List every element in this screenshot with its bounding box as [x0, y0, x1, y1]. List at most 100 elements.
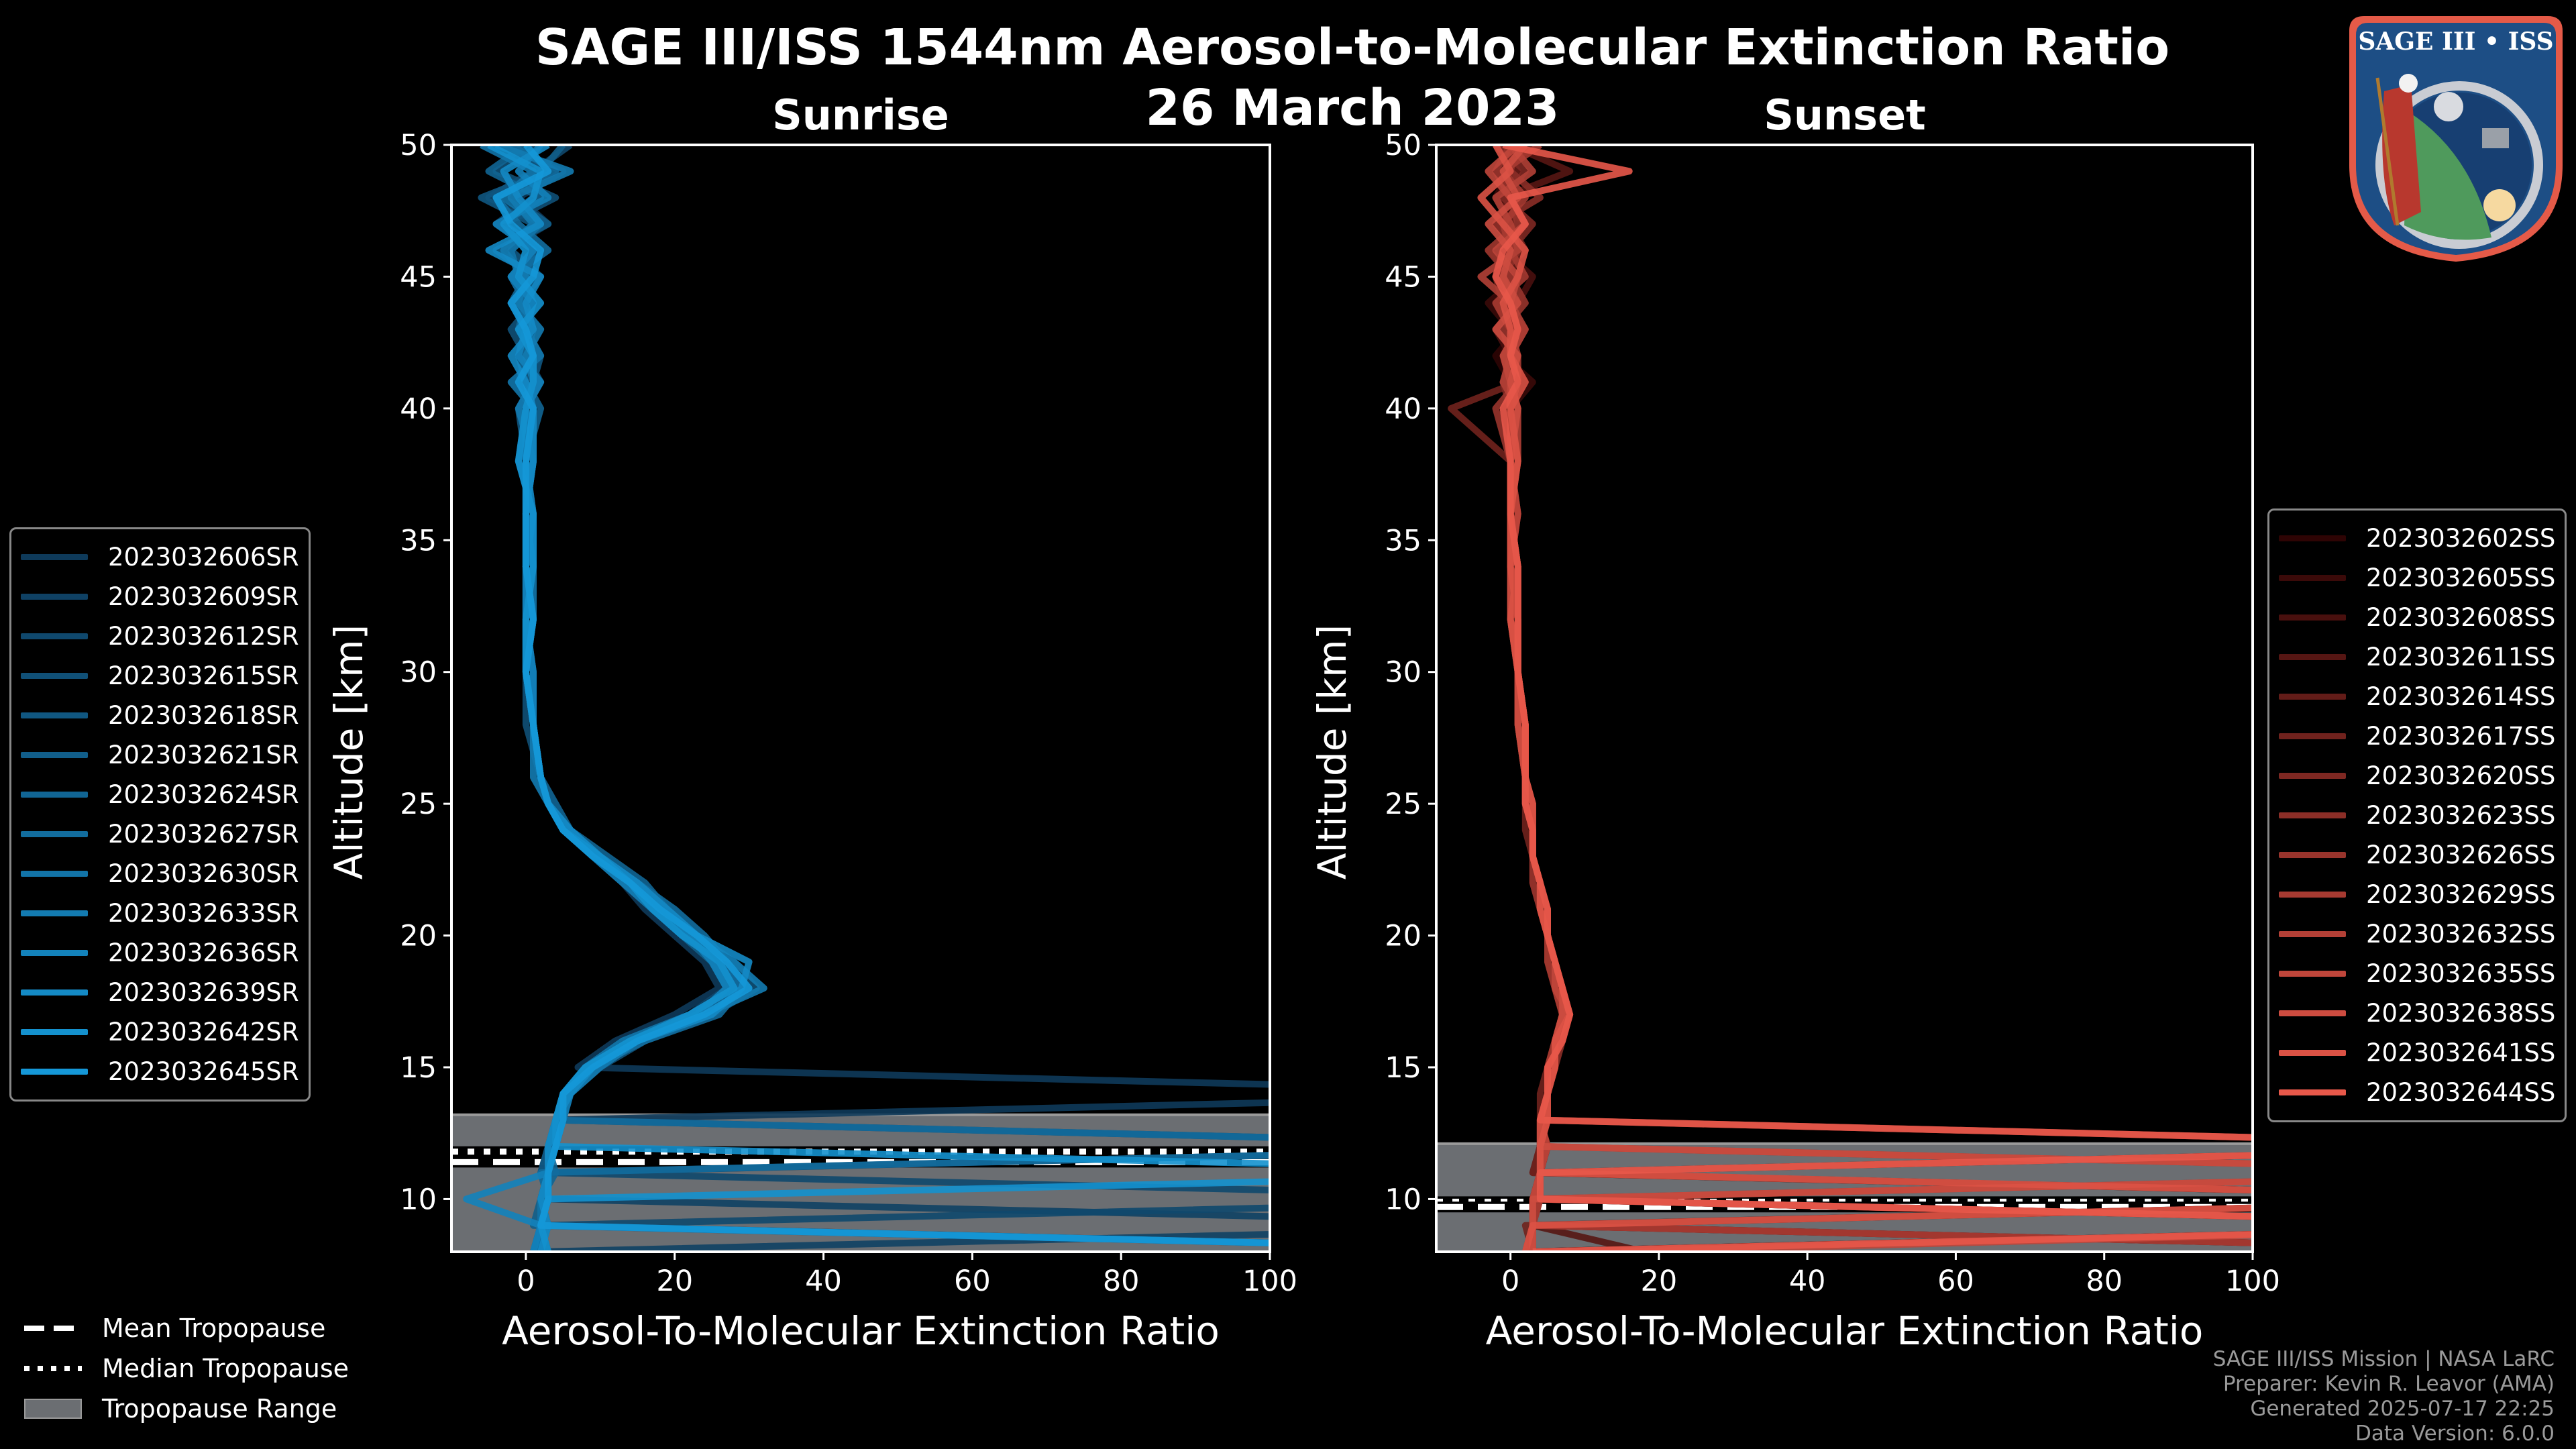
- legend-swatch: [2279, 614, 2346, 621]
- legend-item: 2023032633SR: [21, 894, 299, 933]
- legend-item: 2023032605SS: [2279, 558, 2555, 598]
- legend-swatch: [21, 871, 88, 877]
- y-tick-label: 50: [1385, 129, 1421, 162]
- y-tick-label: 25: [1385, 788, 1421, 821]
- axes-frame: [450, 144, 1271, 1253]
- legend-label: Median Tropopause: [102, 1354, 349, 1383]
- x-tick-label: 0: [1501, 1265, 1519, 1298]
- legend-item: 2023032606SR: [21, 537, 299, 577]
- legend-label: 2023032626SS: [2366, 841, 2556, 869]
- sage-iii-iss-mission-logo: SAGE III • ISS: [2349, 16, 2563, 262]
- x-tick-label: 80: [1103, 1265, 1140, 1298]
- legend-swatch: [21, 633, 88, 639]
- axes-frame: [1435, 144, 2254, 1253]
- footer-generated: Generated 2025-07-17 22:25: [2250, 1397, 2555, 1421]
- legend-item: 2023032644SS: [2279, 1073, 2555, 1112]
- legend-item: 2023032620SS: [2279, 756, 2555, 796]
- legend-label: 2023032618SR: [108, 701, 299, 730]
- profile-line-2023032606SR: [494, 145, 1270, 1246]
- chart-title: SAGE III/ISS 1544nm Aerosol-to-Molecular…: [535, 19, 2170, 76]
- y-tick-label: 30: [400, 656, 437, 690]
- legend-tropopause-range: Tropopause Range: [24, 1389, 349, 1429]
- legend-label: 2023032641SS: [2366, 1038, 2556, 1067]
- sunset-legend: 2023032602SS 2023032605SS 2023032608SS 2023…: [2267, 508, 2567, 1122]
- y-tick-label: 40: [400, 392, 437, 426]
- footer-mission: SAGE III/ISS Mission | NASA LaRC: [2212, 1347, 2555, 1371]
- legend-label: 2023032627SR: [108, 820, 299, 849]
- legend-item: 2023032641SS: [2279, 1033, 2555, 1073]
- legend-item: 2023032612SR: [21, 616, 299, 656]
- footer-credits: SAGE III/ISS Mission | NASA LaRC Prepare…: [2213, 1347, 2555, 1446]
- legend-label: 2023032630SR: [108, 859, 299, 888]
- legend-swatch: [21, 673, 88, 679]
- legend-item: 2023032627SR: [21, 814, 299, 854]
- legend-item: 2023032618SR: [21, 696, 299, 735]
- profile-line-2023032612SR: [485, 145, 1270, 1252]
- profile-line-2023032609SR: [492, 145, 1270, 1252]
- legend-swatch: [2279, 852, 2346, 858]
- legend-swatch: [21, 831, 88, 837]
- legend-item: 2023032621SR: [21, 735, 299, 775]
- legend-item: 2023032623SS: [2279, 796, 2555, 835]
- legend-swatch: [2279, 1050, 2346, 1056]
- legend-swatch: [2279, 931, 2346, 937]
- y-tick-label: 25: [400, 788, 437, 821]
- y-tick-label: 15: [400, 1051, 437, 1085]
- legend-item: 2023032611SS: [2279, 637, 2555, 677]
- legend-label: 2023032620SS: [2366, 761, 2556, 790]
- legend-swatch: [2279, 971, 2346, 977]
- profile-line-2023032644SS: [1492, 145, 2253, 1252]
- y-tick-label: 20: [400, 920, 437, 953]
- legend-label: 2023032615SR: [108, 661, 299, 690]
- legend-label: Mean Tropopause: [102, 1313, 326, 1343]
- legend-item: 2023032632SS: [2279, 914, 2555, 954]
- legend-label: 2023032621SR: [108, 741, 299, 769]
- legend-label: 2023032614SS: [2366, 682, 2556, 711]
- legend-swatch: [2279, 575, 2346, 581]
- plot-area-sunrise: [451, 145, 1270, 1252]
- legend-label: 2023032608SS: [2366, 603, 2556, 632]
- x-tick-label: 20: [656, 1265, 693, 1298]
- legend-item: 2023032639SR: [21, 973, 299, 1012]
- legend-label: 2023032639SR: [108, 978, 299, 1007]
- y-tick-label: 20: [1385, 920, 1421, 953]
- y-tick-label: 45: [1385, 260, 1421, 294]
- legend-swatch: [2279, 892, 2346, 898]
- legend-swatch: [2279, 654, 2346, 660]
- legend-label: 2023032611SS: [2366, 643, 2556, 672]
- legend-item: 2023032630SR: [21, 854, 299, 894]
- legend-swatch: [21, 752, 88, 758]
- sunrise-panel-title: Sunrise: [772, 91, 949, 140]
- plot-area-sunset: [1436, 145, 2253, 1252]
- x-tick-label: 60: [954, 1265, 991, 1298]
- legend-swatch: [2279, 733, 2346, 739]
- y-tick-label: 50: [400, 129, 437, 162]
- profile-line-2023032621SR: [492, 145, 1270, 1246]
- legend-swatch: [21, 1029, 88, 1035]
- legend-swatch: [21, 554, 88, 560]
- footer-preparer: Preparer: Kevin R. Leavor (AMA): [2222, 1372, 2555, 1396]
- x-tick-label: 20: [1641, 1265, 1678, 1298]
- legend-swatch: [2279, 773, 2346, 779]
- legend-label: 2023032636SR: [108, 938, 299, 967]
- chart-date: 26 March 2023: [1145, 79, 1560, 137]
- legend-label: 2023032624SR: [108, 780, 299, 809]
- legend-item: 2023032638SS: [2279, 994, 2555, 1033]
- x-tick-label: 100: [1242, 1265, 1297, 1298]
- legend-swatch: [2279, 1089, 2346, 1095]
- y-tick-label: 40: [1385, 392, 1421, 426]
- legend-swatch: [21, 950, 88, 956]
- legend-label: 2023032617SS: [2366, 722, 2556, 751]
- x-axis-label: Aerosol-To-Molecular Extinction Ratio: [502, 1308, 1220, 1354]
- legend-swatch: [2279, 812, 2346, 818]
- y-tick-label: 45: [400, 260, 437, 294]
- legend-label: 2023032629SS: [2366, 880, 2556, 909]
- y-tick-label: 10: [1385, 1183, 1421, 1216]
- profile-line-2023032642SR: [487, 145, 1270, 1252]
- legend-label: 2023032645SR: [108, 1057, 299, 1086]
- legend-item: 2023032624SR: [21, 775, 299, 814]
- legend-swatch: [21, 1069, 88, 1075]
- legend-item: 2023032642SR: [21, 1012, 299, 1052]
- y-tick-label: 30: [1385, 656, 1421, 690]
